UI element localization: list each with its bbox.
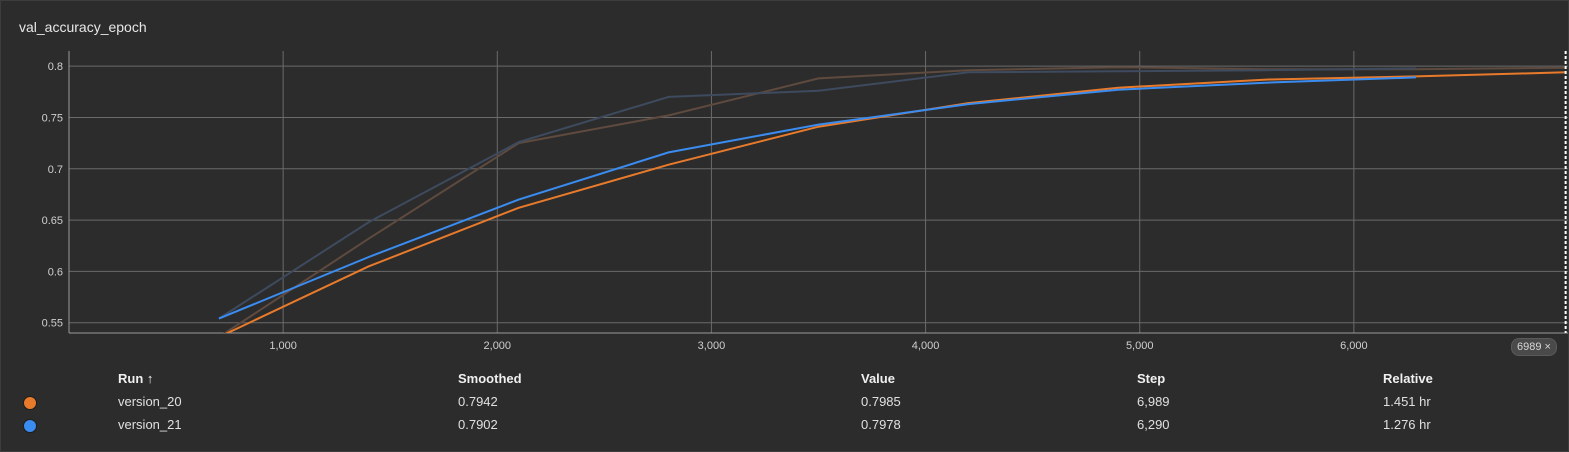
col-header-relative[interactable]: Relative <box>1383 371 1433 386</box>
y-tick-label: 0.55 <box>42 318 63 330</box>
col-header-run[interactable]: Run ↑ <box>118 371 154 386</box>
raw-value: 0.7978 <box>861 417 901 432</box>
step-cursor-chip[interactable]: 6989 × <box>1511 338 1557 356</box>
x-tick-label: 2,000 <box>484 340 512 352</box>
raw-line-version_20[interactable] <box>219 66 1566 337</box>
x-tick-label: 3,000 <box>698 340 726 352</box>
table-row: version_20 0.7942 0.7985 6,989 1.451 hr <box>1 393 1569 415</box>
smoothed-line-version_21[interactable] <box>218 76 1417 320</box>
chart-title: val_accuracy_epoch <box>19 19 147 35</box>
run-color-dot[interactable] <box>23 396 37 410</box>
x-tick-label: 5,000 <box>1126 340 1154 352</box>
x-tick-label: 6,000 <box>1340 340 1368 352</box>
line-chart[interactable]: 0.55 0.6 0.65 0.7 0.75 0.8 1,000 2,000 3,000 4,00… <box>1 1 1569 361</box>
y-tick-label: 0.75 <box>42 112 63 124</box>
x-tick-label: 1,000 <box>269 340 297 352</box>
y-tick-label: 0.8 <box>48 61 63 73</box>
step-value: 6,989 <box>1137 394 1170 409</box>
col-header-smoothed[interactable]: Smoothed <box>458 371 522 386</box>
x-tick-label: 4,000 <box>912 340 940 352</box>
relative-time: 1.276 hr <box>1383 417 1431 432</box>
raw-line-version_21[interactable] <box>218 67 1417 320</box>
smoothed-value: 0.7902 <box>458 417 498 432</box>
raw-value: 0.7985 <box>861 394 901 409</box>
y-tick-label: 0.65 <box>42 215 63 227</box>
run-name: version_20 <box>118 394 182 409</box>
y-tick-label: 0.7 <box>48 164 63 176</box>
step-value: 6,290 <box>1137 417 1170 432</box>
relative-time: 1.451 hr <box>1383 394 1431 409</box>
table-row: version_21 0.7902 0.7978 6,290 1.276 hr <box>1 416 1569 438</box>
col-header-step[interactable]: Step <box>1137 371 1166 386</box>
smoothed-value: 0.7942 <box>458 394 498 409</box>
col-header-value[interactable]: Value <box>861 371 895 386</box>
y-tick-label: 0.6 <box>48 266 63 278</box>
run-name: version_21 <box>118 417 182 432</box>
run-color-dot[interactable] <box>23 419 37 433</box>
